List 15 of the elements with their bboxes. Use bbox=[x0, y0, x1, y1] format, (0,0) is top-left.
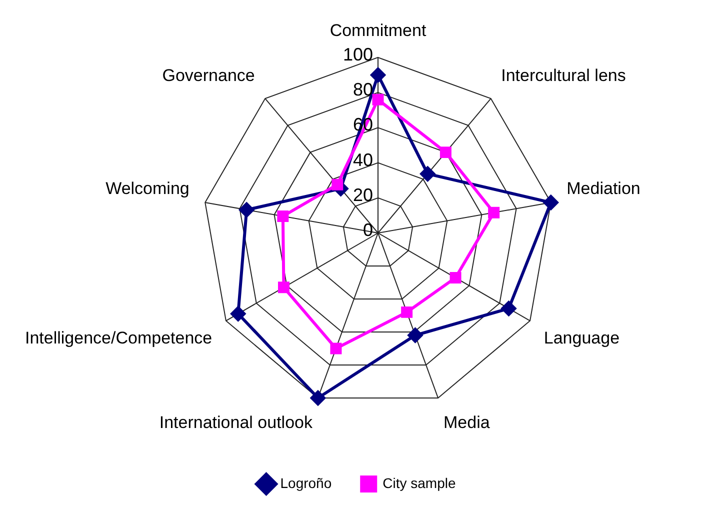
spoke-label: Commitment bbox=[330, 20, 426, 40]
y-tick-label: 20 bbox=[352, 184, 373, 205]
y-tick-label: 80 bbox=[352, 80, 373, 100]
spoke-label: International outlook bbox=[159, 412, 313, 432]
spoke-label: Welcoming bbox=[106, 179, 190, 198]
y-tick-label: 40 bbox=[352, 150, 373, 170]
legend-label: City sample bbox=[382, 474, 456, 491]
spoke-label: Governance bbox=[162, 66, 255, 85]
spoke-label: Intelligence/Competence bbox=[24, 328, 212, 348]
spoke-label: Intercultural lens bbox=[501, 66, 626, 85]
y-tick-label: 100 bbox=[342, 44, 373, 64]
spoke-label: Language bbox=[544, 328, 620, 348]
spoke-label: Mediation bbox=[566, 179, 640, 198]
legend-label: Logroño bbox=[280, 474, 332, 491]
spoke-label: Media bbox=[444, 412, 490, 432]
